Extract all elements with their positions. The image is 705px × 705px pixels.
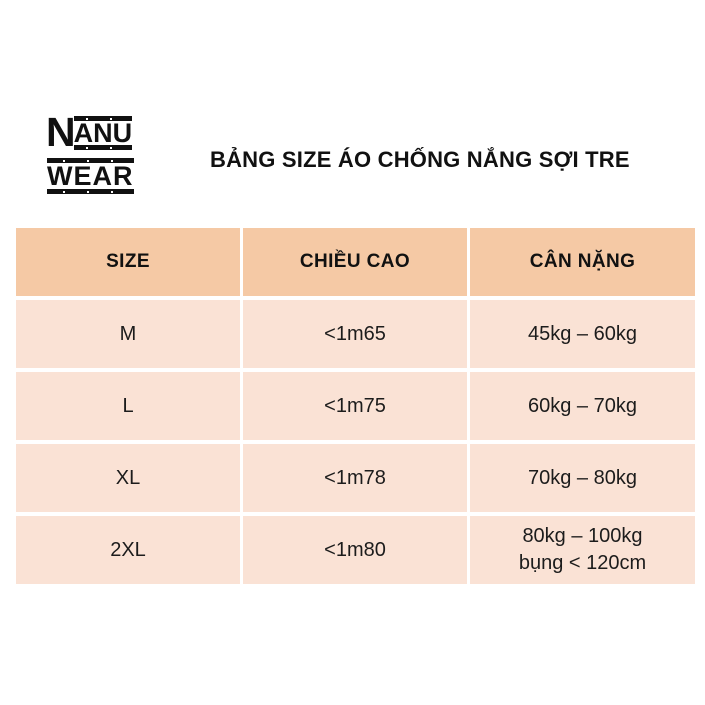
logo-rail-top-icon-wear <box>47 158 134 163</box>
cell-size: 2XL <box>16 516 240 584</box>
table-row: XL <1m78 70kg – 80kg <box>16 444 695 512</box>
cell-height: <1m65 <box>243 300 467 368</box>
column-header-height: CHIỀU CAO <box>243 228 467 296</box>
logo-letter-n: N <box>46 109 76 155</box>
cell-weight-line1: 45kg – 60kg <box>528 322 637 345</box>
cell-height: <1m78 <box>243 444 467 512</box>
table-row: L <1m75 60kg – 70kg <box>16 372 695 440</box>
page-header: N ANU WEAR BẢNG SIZE ÁO CHỐNG NẮNG SỢI T… <box>0 0 705 224</box>
cell-size: M <box>16 300 240 368</box>
cell-weight-line2: bụng < 120cm <box>518 552 647 574</box>
table-header-row: SIZE CHIỀU CAO CÂN NẶNG <box>16 228 695 296</box>
logo-line-nanu: N ANU <box>46 109 133 155</box>
cell-weight-line1: 80kg – 100kg <box>522 525 643 548</box>
cell-height: <1m75 <box>243 372 467 440</box>
cell-size: L <box>16 372 240 440</box>
column-header-weight: CÂN NẶNG <box>470 228 695 296</box>
size-chart-table: SIZE CHIỀU CAO CÂN NẶNG M <1m65 45kg – 6… <box>13 224 698 588</box>
page-title: BẢNG SIZE ÁO CHỐNG NẮNG SỢI TRE <box>210 147 630 172</box>
cell-weight: 45kg – 60kg <box>470 300 695 368</box>
column-header-size: SIZE <box>16 228 240 296</box>
logo-rail-bottom-icon-wear <box>47 189 134 194</box>
brand-logo: N ANU WEAR <box>46 110 166 196</box>
cell-weight: 70kg – 80kg <box>470 444 695 512</box>
logo-rail-block-anu: ANU <box>73 116 133 150</box>
logo-rail-bottom-icon <box>73 145 133 150</box>
logo-text-wear: WEAR <box>47 161 134 191</box>
logo-rail-block-wear: WEAR <box>47 158 134 194</box>
cell-weight-line1: 60kg – 70kg <box>528 394 637 417</box>
table-row: M <1m65 45kg – 60kg <box>16 300 695 368</box>
logo-rail-top-icon <box>73 116 133 121</box>
cell-weight: 80kg – 100kg bụng < 120cm <box>470 516 695 584</box>
cell-height: <1m80 <box>243 516 467 584</box>
cell-weight-line1: 70kg – 80kg <box>528 466 637 489</box>
table-row: 2XL <1m80 80kg – 100kg bụng < 120cm <box>16 516 695 584</box>
logo-text-anu: ANU <box>73 118 133 148</box>
cell-size: XL <box>16 444 240 512</box>
cell-weight: 60kg – 70kg <box>470 372 695 440</box>
logo-line-wear: WEAR <box>47 158 134 194</box>
